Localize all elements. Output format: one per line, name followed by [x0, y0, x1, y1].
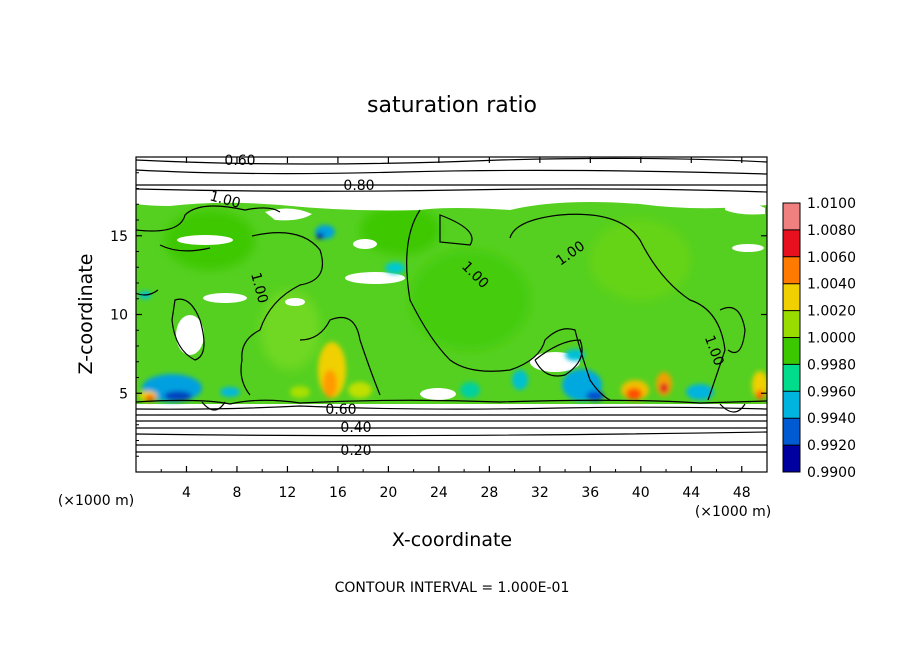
contour-label: 1.00 [208, 188, 242, 212]
contour-lines [136, 157, 767, 453]
x-tick-label: 16 [329, 485, 347, 501]
plot-area [136, 157, 767, 472]
x-units-right: (×1000 m) [695, 504, 771, 520]
colorbar-label: 1.0080 [807, 223, 856, 239]
x-tick-label: 36 [581, 485, 599, 501]
colorbar-swatch [783, 310, 800, 338]
x-tick-label: 48 [733, 485, 751, 501]
chart-title: saturation ratio [367, 93, 537, 118]
y-axis: 5 10 15 [110, 172, 767, 457]
contour-label: 1.00 [247, 271, 271, 305]
contour-label: 0.60 [224, 153, 255, 169]
colorbar: 1.0100 1.0080 1.0060 1.0040 1.0020 1.0000 0.99… [782, 196, 856, 481]
contour-label: 0.80 [343, 178, 374, 194]
contour-label: 0.60 [325, 402, 356, 418]
x-tick-label: 8 [232, 485, 241, 501]
colorbar-label: 1.0020 [807, 304, 856, 320]
x-tick-label: 32 [531, 485, 549, 501]
contour-labels: 0.60 0.40 0.20 0.80 0.60 1.00 1.00 1.00 … [208, 153, 727, 459]
x-tick-label: 44 [682, 485, 700, 501]
colorbar-label: 1.0040 [807, 277, 856, 293]
colorbar-swatch [783, 256, 800, 285]
colorbar-label: 0.9920 [807, 438, 856, 454]
colorbar-swatch [783, 283, 800, 312]
colorbar-swatch [783, 229, 800, 258]
x-tick-label: 40 [632, 485, 650, 501]
colorbar-label: 1.0100 [807, 196, 856, 212]
y-tick-label: 10 [110, 308, 128, 324]
x-tick-label: 28 [480, 485, 498, 501]
x-tick-label: 20 [379, 485, 397, 501]
colorbar-swatch [783, 203, 800, 231]
colorbar-label: 0.9980 [807, 357, 856, 373]
y-tick-label: 5 [119, 386, 128, 402]
x-tick-label: 4 [182, 485, 191, 501]
white-cloud-top [136, 186, 767, 221]
colorbar-swatch [783, 445, 800, 473]
contour-label: 0.40 [340, 420, 371, 436]
colorbar-label: 0.9940 [807, 411, 856, 427]
colorbar-swatch [783, 418, 800, 446]
colorbar-label: 1.0000 [807, 331, 856, 347]
contour-label: 0.20 [340, 443, 371, 459]
y-axis-label: Z-coordinate [75, 254, 97, 375]
x-tick-label: 12 [279, 485, 297, 501]
x-axis: 4 8 12 16 20 24 28 32 36 40 44 48 [160, 157, 751, 501]
colorbar-swatch [783, 391, 800, 419]
colorbar-swatch [783, 337, 800, 365]
colored-anomalies [139, 225, 767, 402]
contour-interval-note: CONTOUR INTERVAL = 1.000E-01 [335, 580, 570, 596]
green-variation [165, 205, 690, 370]
colorbar-label: 0.9960 [807, 384, 856, 400]
x-tick-label: 24 [430, 485, 448, 501]
x-units-left: (×1000 m) [58, 493, 134, 509]
white-cloud-patches [176, 235, 764, 400]
y-tick-label: 15 [110, 229, 128, 245]
colorbar-swatch [783, 364, 800, 392]
colorbar-label: 0.9900 [807, 465, 856, 481]
x-axis-label: X-coordinate [392, 529, 512, 551]
colorbar-label: 1.0060 [807, 250, 856, 266]
